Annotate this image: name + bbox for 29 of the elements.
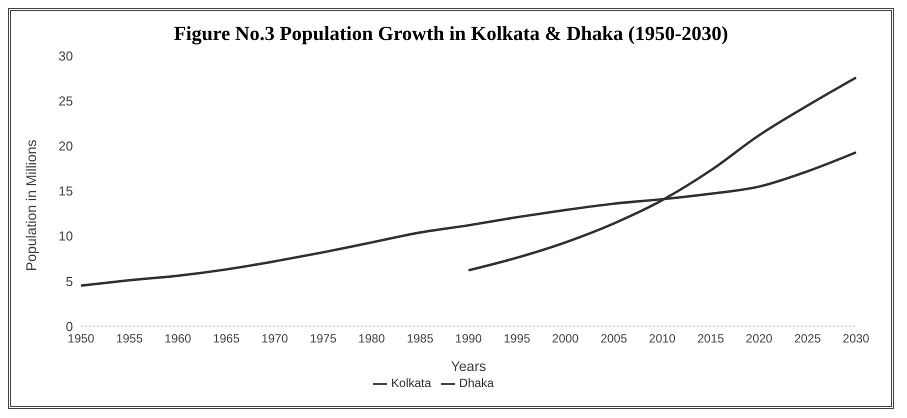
x-tick-label: 2000 [552,332,580,346]
x-tick-label: 1975 [310,332,337,346]
y-tick-label: 0 [66,318,73,334]
y-axis-title: Population in Millions [22,140,39,272]
x-tick-label: 1980 [358,332,386,346]
x-tick-label: 1960 [164,332,192,346]
x-tick-label: 1950 [68,332,95,346]
x-tick-label: 2030 [842,332,870,346]
legend-label: Kolkata [391,376,432,390]
y-tick-label: 5 [66,274,73,289]
chart-title: Figure No.3 Population Growth in Kolkata & Dhaka (1950-2030) [172,23,730,46]
x-tick-label: 1970 [261,332,288,346]
y-tick-label: 20 [58,138,73,154]
y-tick-label: 30 [58,48,73,64]
x-tick-label: 2025 [794,332,822,346]
x-tick-label: 2005 [600,332,628,346]
y-tick-label: 10 [58,228,73,244]
x-tick-label: 1955 [116,332,144,346]
x-tick-label: 1965 [212,332,240,346]
x-tick-label: 2020 [746,332,773,346]
y-tick-label: 15 [58,184,73,199]
x-tick-label: 2010 [648,332,676,346]
x-axis-title: Years [450,358,486,374]
x-tick-label: 1995 [504,332,531,346]
legend-label: Dhaka [459,376,494,390]
x-tick-label: 1990 [455,332,482,346]
y-tick-label: 25 [58,94,73,109]
x-tick-label: 2015 [697,332,724,346]
x-tick-label: 1985 [406,332,434,346]
